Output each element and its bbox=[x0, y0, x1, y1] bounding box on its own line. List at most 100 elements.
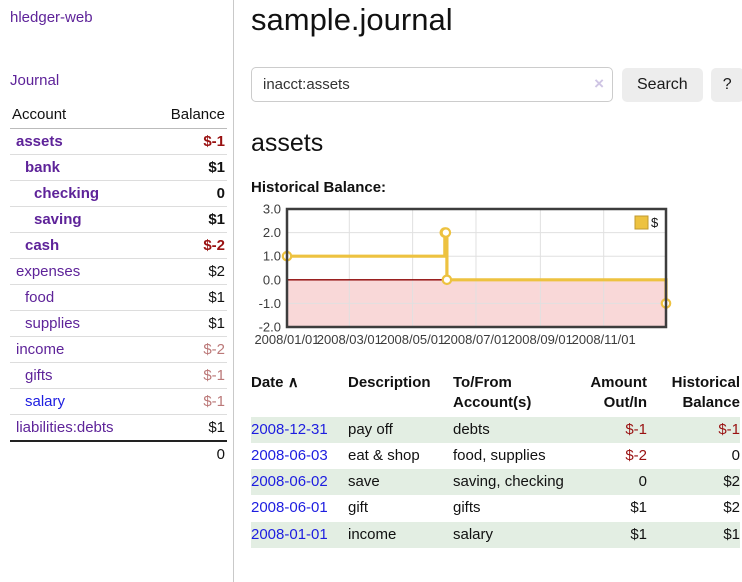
accounts-header-balance: Balance bbox=[149, 104, 227, 129]
account-link[interactable]: saving bbox=[34, 211, 82, 228]
account-row: food $1 bbox=[10, 284, 227, 311]
journal-nav: Journal bbox=[10, 72, 227, 89]
transaction-amount: 0 bbox=[638, 473, 647, 490]
account-balance: $-2 bbox=[149, 232, 227, 259]
account-row: gifts $-1 bbox=[10, 362, 227, 389]
svg-text:$: $ bbox=[651, 215, 659, 230]
transaction-row: 2008-06-02 save saving, checking 0 $2 bbox=[251, 469, 740, 496]
svg-text:2008/09/01: 2008/09/01 bbox=[508, 332, 573, 347]
transaction-balance: $-1 bbox=[647, 417, 740, 443]
balance-chart: 3.0 2.0 1.0 0.0 -1.0 -2.02008/01/012008/03/01… bbox=[254, 202, 672, 347]
search-form: × Search ? bbox=[251, 67, 742, 102]
account-link[interactable]: expenses bbox=[16, 263, 81, 280]
transaction-date-link[interactable]: 2008-06-01 bbox=[251, 499, 328, 517]
th-date[interactable]: Date ∧ bbox=[251, 370, 348, 417]
svg-text:2.0: 2.0 bbox=[263, 225, 281, 240]
svg-text:2008/01/01: 2008/01/01 bbox=[254, 332, 319, 347]
app-title: hledger-web bbox=[10, 9, 227, 26]
transaction-accounts: debts bbox=[453, 420, 490, 438]
transaction-row: 2008-12-31 pay off debts $-1 $-1 bbox=[251, 416, 740, 443]
account-row: checking 0 bbox=[10, 180, 227, 207]
account-link[interactable]: checking bbox=[34, 185, 100, 202]
accounts-table: Account Balance assets $-1 bank $1 check… bbox=[10, 104, 227, 467]
transactions-table-body: 2008-12-31 pay off debts $-1 $-1 2008-06… bbox=[251, 416, 740, 548]
account-link[interactable]: liabilities:debts bbox=[16, 419, 114, 436]
svg-text:2008/05/01: 2008/05/01 bbox=[380, 332, 445, 347]
transaction-description: save bbox=[348, 473, 380, 490]
th-account: To/From Account(s) bbox=[453, 374, 532, 412]
account-link[interactable]: supplies bbox=[25, 315, 81, 332]
svg-text:-2.0: -2.0 bbox=[259, 320, 281, 335]
account-balance: $-1 bbox=[149, 362, 227, 389]
help-button[interactable]: ? bbox=[710, 67, 742, 102]
transaction-row: 2008-06-03 eat & shop food, supplies $-2… bbox=[251, 443, 740, 469]
account-row: assets $-1 bbox=[10, 129, 227, 155]
search-button[interactable]: Search bbox=[622, 67, 703, 102]
account-link[interactable]: bank bbox=[25, 159, 61, 176]
account-balance: $1 bbox=[149, 154, 227, 181]
th-amount: Amount Out/In bbox=[590, 374, 647, 412]
transaction-accounts: saving, checking bbox=[453, 473, 564, 490]
transaction-balance: $2 bbox=[647, 469, 740, 495]
transactions-table: Date ∧ Description To/From Account(s) Am… bbox=[251, 370, 740, 548]
sidebar: hledger-web Journal Account Balance asse… bbox=[0, 0, 234, 582]
svg-text:3.0: 3.0 bbox=[263, 204, 281, 217]
account-balance: $1 bbox=[149, 310, 227, 337]
th-date-label: Date bbox=[251, 374, 284, 391]
accounts-total-spacer bbox=[10, 440, 150, 467]
transaction-date-link[interactable]: 2008-01-01 bbox=[251, 525, 328, 543]
transaction-description: pay off bbox=[348, 420, 393, 438]
svg-text:0.0: 0.0 bbox=[263, 272, 281, 287]
account-link[interactable]: cash bbox=[25, 237, 60, 254]
transaction-amount: $-2 bbox=[625, 446, 647, 464]
clear-search-icon[interactable]: × bbox=[594, 74, 604, 93]
account-balance: $1 bbox=[149, 206, 227, 233]
accounts-header-account: Account bbox=[10, 104, 150, 129]
app-title-link[interactable]: hledger-web bbox=[10, 9, 93, 26]
transaction-accounts: gifts bbox=[453, 499, 481, 517]
transaction-amount: $1 bbox=[630, 499, 647, 517]
accounts-total-value: 0 bbox=[149, 440, 227, 467]
accounts-table-body: assets $-1 bank $1 checking 0 saving $1 … bbox=[10, 129, 227, 441]
transaction-balance: $1 bbox=[647, 522, 740, 548]
account-row: salary $-1 bbox=[10, 388, 227, 415]
account-row: income $-2 bbox=[10, 336, 227, 363]
th-description: Description bbox=[348, 374, 431, 391]
page-title: sample.journal bbox=[251, 2, 453, 37]
account-row: liabilities:debts $1 bbox=[10, 414, 227, 441]
account-row: expenses $2 bbox=[10, 258, 227, 285]
svg-text:2008/07/01: 2008/07/01 bbox=[443, 332, 508, 347]
account-link[interactable]: food bbox=[25, 289, 55, 306]
search-input-wrap: × bbox=[251, 67, 613, 102]
transaction-amount: $1 bbox=[630, 525, 647, 543]
account-row: saving $1 bbox=[10, 206, 227, 233]
account-link[interactable]: salary bbox=[25, 393, 66, 410]
account-row: cash $-2 bbox=[10, 232, 227, 259]
account-balance: $-1 bbox=[149, 388, 227, 415]
account-link[interactable]: gifts bbox=[25, 367, 53, 384]
transaction-row: 2008-06-01 gift gifts $1 $2 bbox=[251, 495, 740, 521]
accounts-total-row: 0 bbox=[10, 440, 227, 467]
account-link[interactable]: income bbox=[16, 341, 65, 358]
transaction-balance: $2 bbox=[723, 499, 740, 517]
account-row: supplies $1 bbox=[10, 310, 227, 337]
transaction-date-link[interactable]: 2008-06-03 bbox=[251, 446, 328, 464]
search-input[interactable] bbox=[251, 67, 613, 102]
svg-text:2008/11/01: 2008/11/01 bbox=[572, 332, 636, 347]
transaction-accounts: salary bbox=[453, 525, 494, 543]
chart-title: Historical Balance: bbox=[251, 179, 387, 196]
account-balance: $1 bbox=[149, 414, 227, 441]
account-balance: $1 bbox=[149, 284, 227, 311]
account-balance: $-2 bbox=[149, 336, 227, 363]
journal-link[interactable]: Journal bbox=[10, 72, 60, 89]
transaction-date-link[interactable]: 2008-06-02 bbox=[251, 473, 328, 490]
account-link[interactable]: assets bbox=[16, 133, 63, 150]
transaction-description: eat & shop bbox=[348, 446, 420, 464]
account-heading: assets bbox=[251, 129, 324, 157]
transaction-balance: 0 bbox=[731, 446, 740, 464]
transaction-amount: $-1 bbox=[625, 420, 647, 438]
transaction-date-link[interactable]: 2008-12-31 bbox=[251, 420, 328, 438]
svg-text:2008/03/01: 2008/03/01 bbox=[317, 332, 382, 347]
transaction-row: 2008-01-01 income salary $1 $1 bbox=[251, 521, 740, 548]
